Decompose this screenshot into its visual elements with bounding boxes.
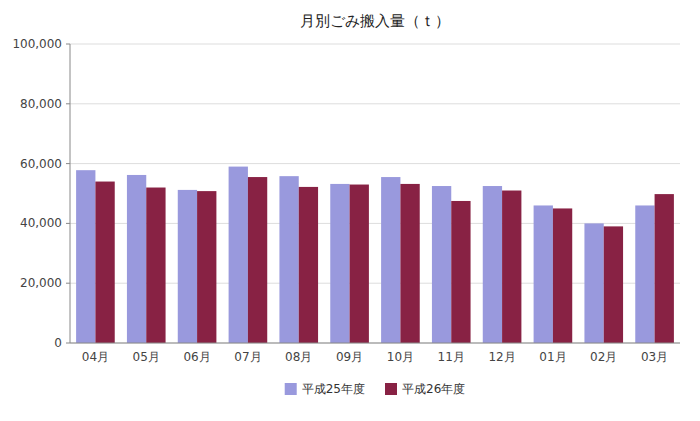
legend-label: 平成25年度 (302, 382, 365, 396)
chart-svg: 月別ごみ搬入量（ｔ） 0 20,000 40,000 60,000 80,000 100,0… (0, 0, 700, 421)
x-tick-label: 04月 (82, 350, 109, 364)
y-tick (66, 103, 70, 104)
bar (330, 184, 349, 343)
legend-item: 平成26年度 (385, 382, 465, 396)
y-tick-label: 80,000 (20, 97, 62, 111)
bar (279, 176, 298, 343)
x-tick-label: 06月 (183, 350, 210, 364)
y-tick (66, 163, 70, 164)
x-axis-ticks: 04月 05月 06月 07月 08月 09月 10月 11月 12月 01月 02月 03月 (82, 350, 668, 364)
legend-swatch (285, 383, 297, 395)
bar (197, 191, 216, 343)
bar (534, 205, 553, 343)
y-tick-label: 100,000 (12, 37, 62, 51)
bar (584, 223, 603, 343)
grid-line (70, 343, 680, 344)
legend-label: 平成26年度 (402, 382, 465, 396)
bar (604, 226, 623, 343)
bar (299, 187, 318, 343)
grid-line (70, 44, 680, 45)
bar (400, 184, 419, 343)
x-tick-label: 02月 (590, 350, 617, 364)
grid-line (70, 103, 680, 104)
x-tick-label: 09月 (336, 350, 363, 364)
bar (76, 170, 95, 343)
legend-item: 平成25年度 (285, 382, 365, 396)
legend: 平成25年度 平成26年度 (285, 382, 466, 396)
x-tick-label: 03月 (641, 350, 668, 364)
bar (146, 188, 165, 343)
y-axis-ticks: 0 20,000 40,000 60,000 80,000 100,000 (12, 37, 70, 350)
chart-container: 月別ごみ搬入量（ｔ） 0 20,000 40,000 60,000 80,000 100,0… (0, 0, 700, 421)
bar (350, 185, 369, 343)
x-tick-label: 08月 (285, 350, 312, 364)
bar (553, 208, 572, 343)
x-tick-label: 01月 (539, 350, 566, 364)
bar (95, 182, 114, 343)
chart-title: 月別ごみ搬入量（ｔ） (300, 12, 450, 30)
bar (502, 191, 521, 343)
x-tick-label: 12月 (488, 350, 515, 364)
bar (483, 186, 502, 343)
y-tick (66, 223, 70, 224)
y-tick (66, 44, 70, 45)
y-axis-line (70, 44, 71, 343)
background (0, 0, 700, 421)
bar (127, 175, 146, 343)
bar (655, 194, 674, 343)
bars (76, 167, 674, 343)
y-tick (66, 343, 70, 344)
bar (451, 201, 470, 343)
bar (381, 177, 400, 343)
legend-swatch (385, 383, 397, 395)
grid (70, 44, 680, 343)
y-tick-label: 40,000 (20, 216, 62, 230)
bar (248, 177, 267, 343)
y-tick-label: 20,000 (20, 276, 62, 290)
bar (635, 205, 654, 343)
x-axis-line (70, 343, 680, 344)
x-tick-label: 07月 (234, 350, 261, 364)
x-tick-label: 11月 (438, 350, 465, 364)
x-tick-label: 10月 (387, 350, 414, 364)
y-tick (66, 283, 70, 284)
y-tick-label: 60,000 (20, 157, 62, 171)
bar (178, 190, 197, 343)
y-tick-label: 0 (54, 336, 62, 350)
bar (229, 167, 248, 343)
bar (432, 186, 451, 343)
grid-line (70, 163, 680, 164)
x-tick-label: 05月 (133, 350, 160, 364)
